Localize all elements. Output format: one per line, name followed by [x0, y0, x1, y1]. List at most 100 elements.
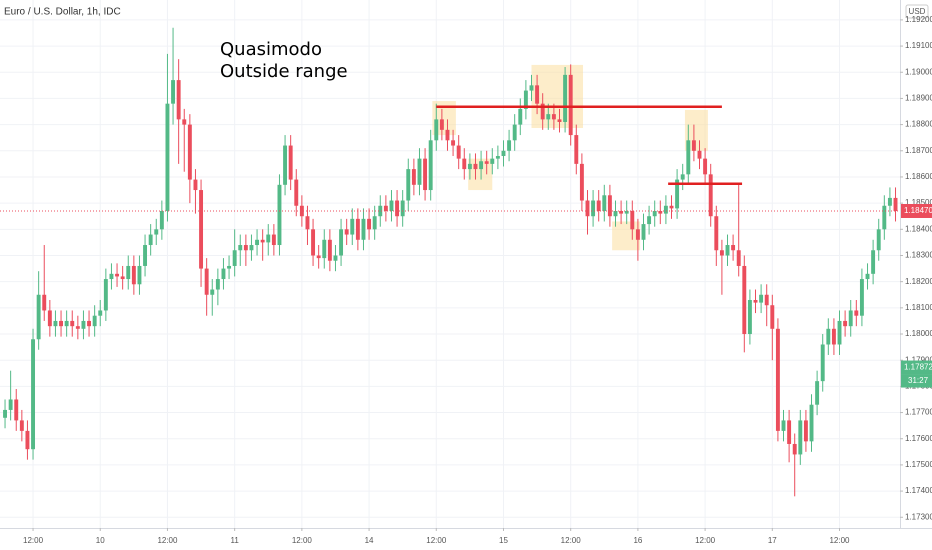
candle-body — [725, 245, 730, 256]
candle-body — [193, 179, 198, 191]
candle-body — [591, 200, 596, 217]
candle-body — [473, 163, 478, 170]
x-tick-label: 11 — [231, 536, 240, 545]
candle-body — [311, 229, 316, 256]
candle-body — [512, 124, 517, 141]
candle-body — [675, 179, 680, 209]
candle-body — [277, 184, 282, 246]
candle-body — [266, 234, 271, 243]
currency-box — [905, 4, 929, 19]
candle-body — [658, 210, 663, 214]
candle-body — [630, 210, 635, 230]
annotation-line: Quasimodo — [220, 39, 322, 60]
candle-body — [669, 205, 674, 209]
candle-body — [854, 310, 859, 316]
overlay — [0, 105, 900, 212]
candle-body — [120, 276, 125, 280]
candle-body — [417, 158, 422, 185]
candle-body — [428, 140, 433, 191]
y-tick-label: 1.17600 — [905, 434, 932, 443]
candle-body — [109, 273, 114, 280]
candle-body — [451, 140, 456, 146]
candle-body — [893, 197, 898, 211]
candle-body — [691, 140, 696, 151]
y-tick-label: 1.18200 — [905, 277, 932, 286]
candle-body — [361, 218, 366, 240]
y-tick-label: 1.17900 — [905, 355, 932, 364]
x-tick-label: 12:00 — [561, 536, 582, 545]
candle-body — [781, 420, 786, 431]
candle-body — [686, 140, 691, 175]
candle-body — [731, 245, 736, 251]
candle-body — [663, 205, 668, 214]
candle-body — [411, 169, 416, 185]
candle-body — [367, 218, 372, 230]
candle-body — [445, 129, 450, 141]
candle-body — [523, 90, 528, 109]
candle-body — [182, 119, 187, 125]
candle-body — [602, 195, 607, 211]
candle-body — [815, 381, 820, 405]
candle-body — [759, 294, 764, 303]
y-tick-label: 1.18600 — [905, 172, 932, 181]
candle-body — [456, 145, 461, 159]
candle-body — [775, 328, 780, 431]
candle-body — [36, 294, 41, 340]
candle-body — [271, 234, 276, 246]
candle-body — [400, 200, 405, 217]
candle-body — [574, 135, 579, 164]
candle-body — [187, 124, 192, 180]
last-price-label: 1.18470 — [904, 206, 932, 215]
zone — [612, 221, 641, 251]
candle-body — [820, 344, 825, 382]
candle-body — [479, 161, 484, 170]
y-tick-label: 1.19100 — [905, 41, 932, 50]
candle-body — [75, 326, 80, 329]
candle-body — [439, 119, 444, 130]
candle-body — [92, 315, 97, 327]
candle-body — [19, 420, 24, 431]
candle-body — [333, 255, 338, 261]
candle-body — [753, 299, 758, 303]
candle-body — [809, 404, 814, 442]
candle-body — [563, 74, 568, 122]
candle-body — [406, 169, 411, 201]
candle-body — [490, 158, 495, 164]
candle-body — [624, 210, 629, 214]
x-tick-label: 12:00 — [695, 536, 716, 545]
y-tick-label: 1.18400 — [905, 224, 932, 233]
candle-body — [719, 250, 724, 256]
candle-body — [288, 145, 293, 180]
candle-body — [708, 174, 713, 217]
candle-body — [199, 190, 204, 269]
candle-body — [680, 174, 685, 180]
y-tick-label: 1.18900 — [905, 94, 932, 103]
candle-body — [647, 216, 652, 225]
candle-body — [641, 224, 646, 240]
candle-body — [764, 294, 769, 306]
countdown-box — [901, 374, 932, 388]
candle-body — [518, 108, 523, 125]
x-tick-label: 10 — [96, 536, 105, 545]
candle-body — [747, 299, 752, 335]
candle-body — [887, 197, 892, 206]
candle-body — [294, 179, 299, 206]
candle-body — [792, 443, 797, 455]
candle-body — [372, 216, 377, 230]
candle-body — [607, 195, 612, 217]
candle-body — [305, 216, 310, 230]
candle-body — [501, 150, 506, 157]
candle-body — [131, 265, 136, 285]
x-tick-label: 12:00 — [829, 536, 850, 545]
candle-body — [350, 218, 355, 235]
y-tick-label: 1.18000 — [905, 329, 932, 338]
candle-body — [585, 200, 590, 217]
candle-body — [787, 420, 792, 444]
candle-body — [495, 156, 500, 159]
candle-body — [148, 234, 153, 246]
candle-body — [395, 200, 400, 217]
candle-body — [635, 229, 640, 240]
candle-body — [848, 310, 853, 327]
candle-body — [557, 119, 562, 122]
